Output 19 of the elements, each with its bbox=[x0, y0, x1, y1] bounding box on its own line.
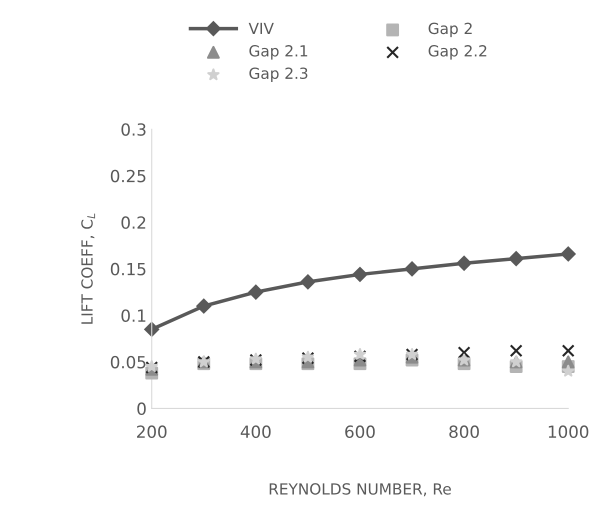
x-tick-label: 200 bbox=[137, 425, 167, 438]
y-axis-title: LIFT COEFF, C$_{L}$ bbox=[81, 214, 96, 324]
x-tick-label: 1000 bbox=[548, 425, 588, 438]
y-tick-label: 0.15 bbox=[110, 262, 146, 276]
x-axis-title: REYNOLDS NUMBER, Re bbox=[270, 483, 451, 496]
y-tick-label: 0.05 bbox=[110, 356, 146, 368]
legend-label: Gap 2.2 bbox=[428, 45, 486, 60]
legend-label: VIV bbox=[248, 22, 274, 34]
x-tick-label: 600 bbox=[345, 425, 375, 438]
y-tick-label: 0.1 bbox=[121, 309, 146, 322]
x-tick-label: 400 bbox=[240, 425, 271, 438]
legend-label: Gap 2 bbox=[428, 22, 472, 38]
legend-label: Gap 2.1 bbox=[249, 45, 308, 60]
y-tick-label: 0 bbox=[137, 402, 146, 415]
y-tick-label: 0.2 bbox=[121, 216, 146, 229]
x-tick-label: 800 bbox=[449, 425, 479, 438]
legend-label: Gap 2.3 bbox=[249, 67, 308, 82]
y-tick-label: 0.3 bbox=[121, 123, 146, 136]
y-tick-label: 0.25 bbox=[110, 170, 146, 182]
